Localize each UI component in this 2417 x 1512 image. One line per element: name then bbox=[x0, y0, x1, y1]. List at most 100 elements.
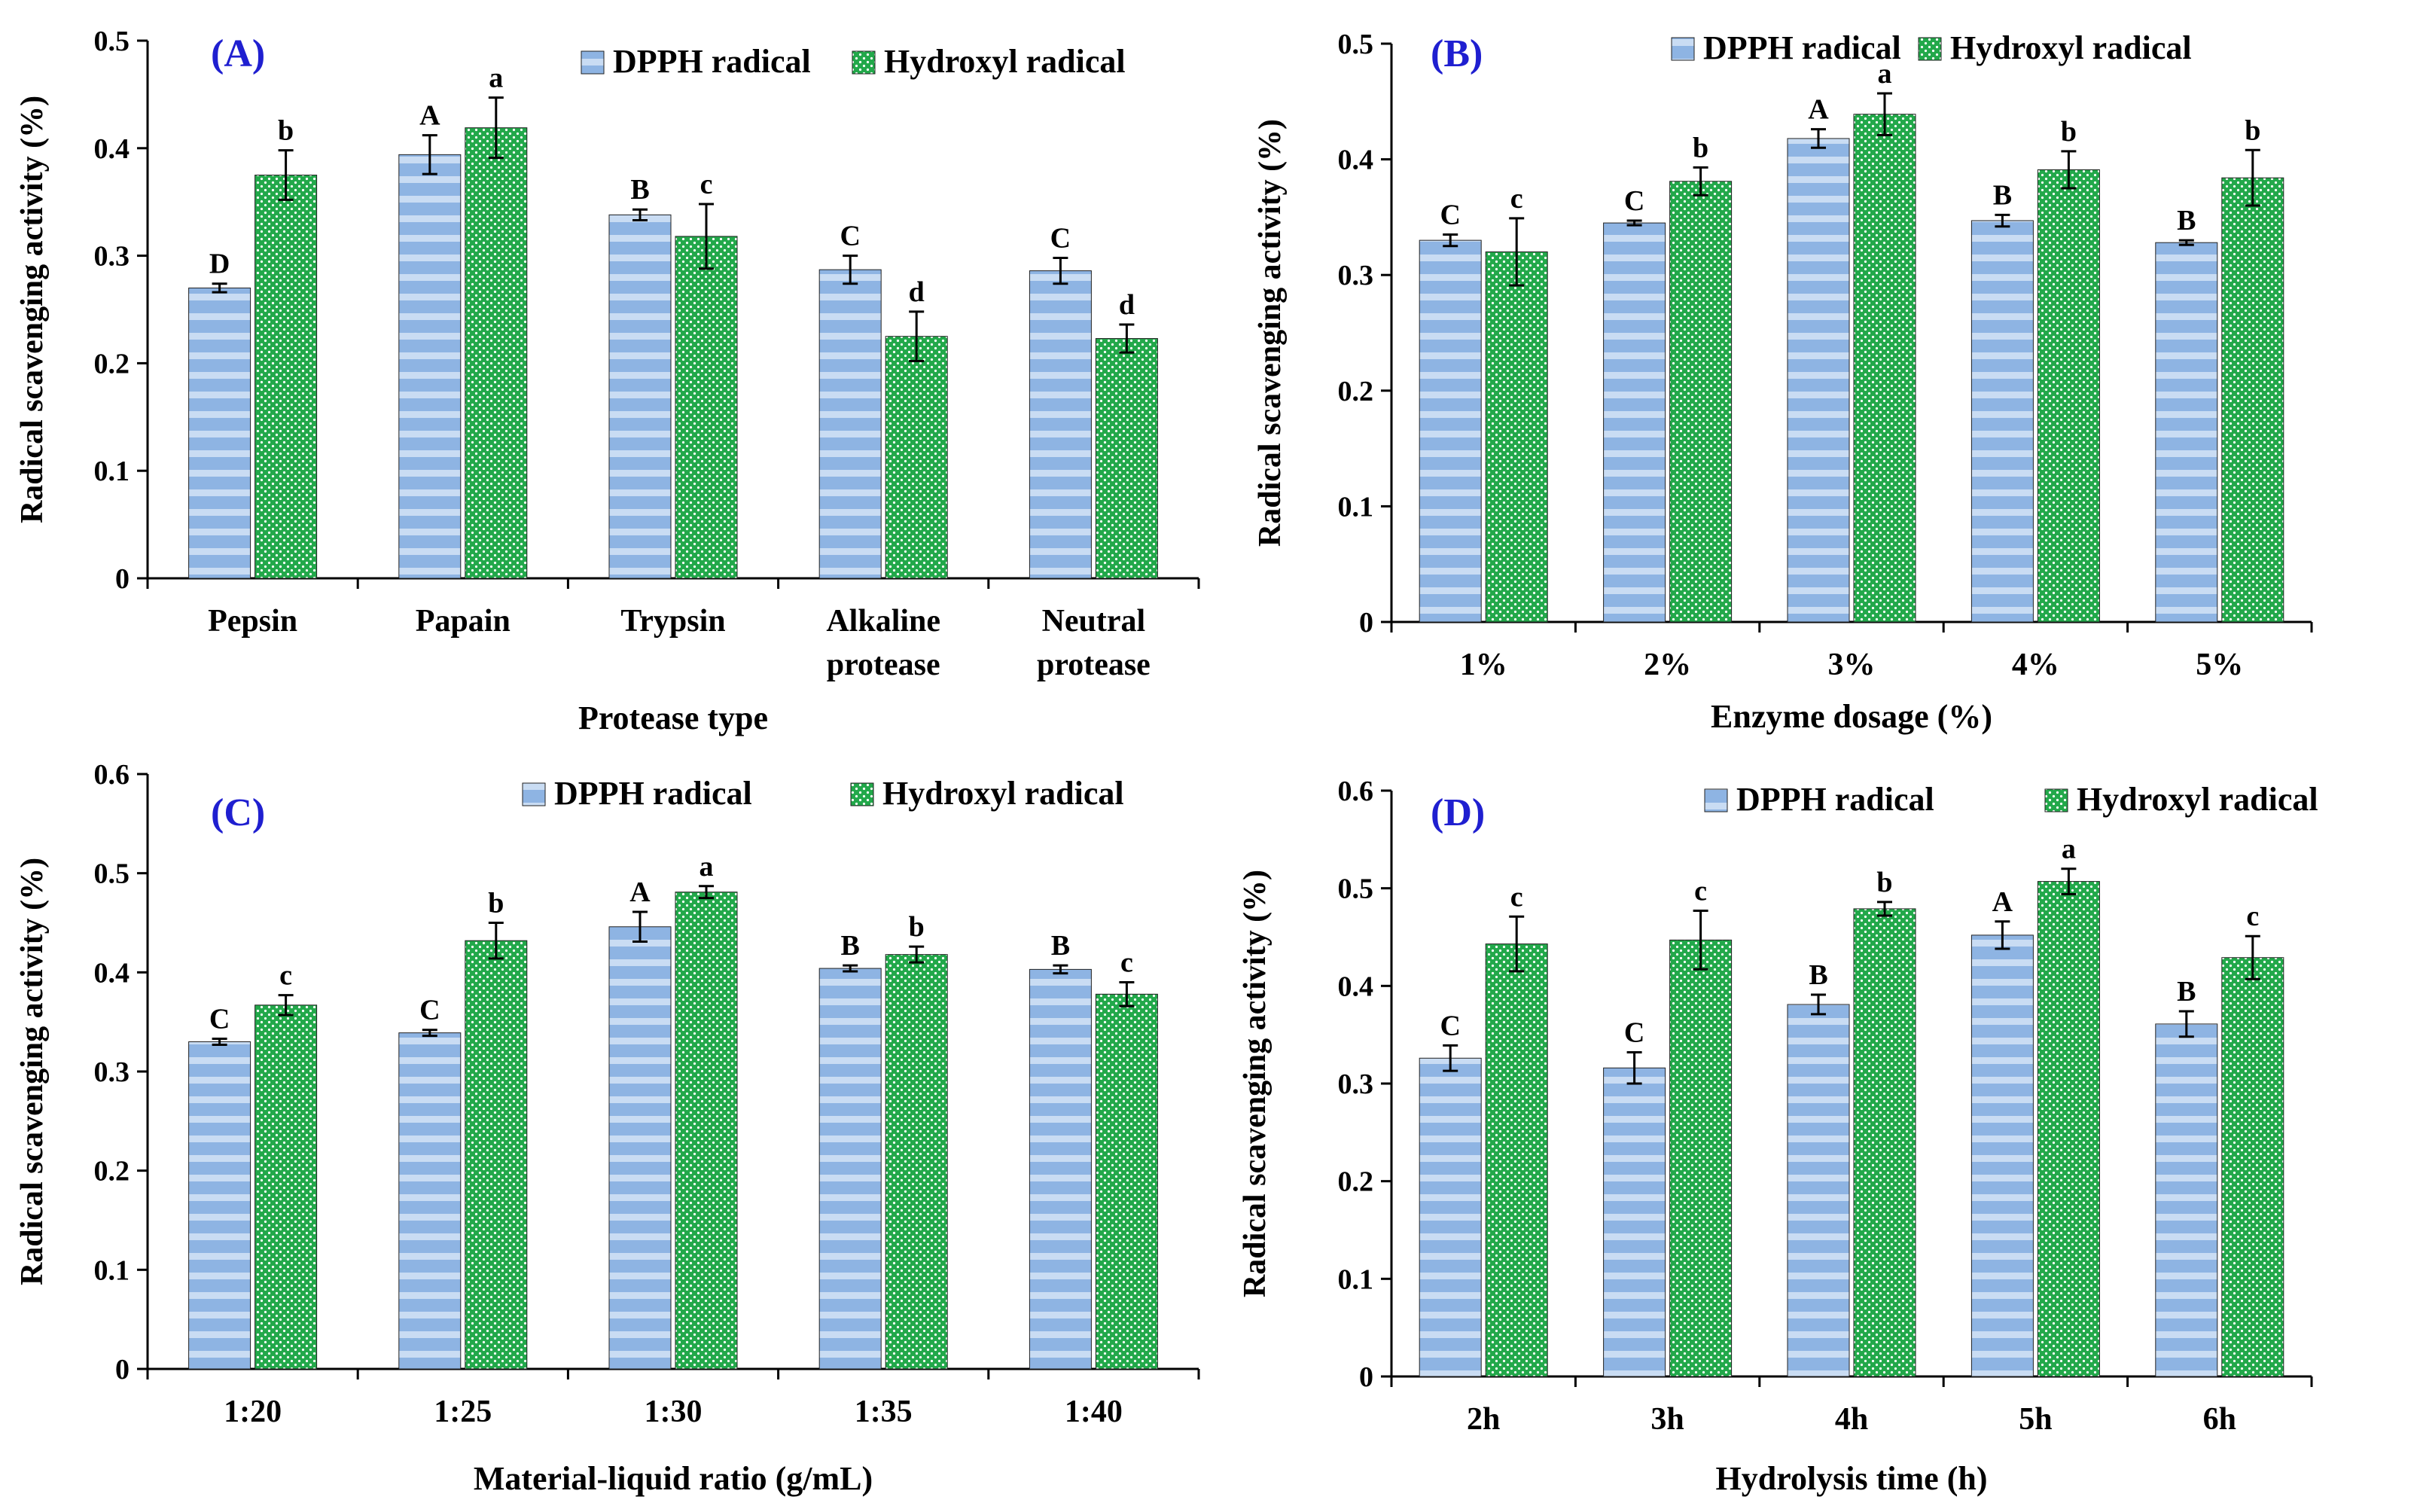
x-axis-title: Material-liquid ratio (g/mL) bbox=[474, 1460, 873, 1497]
bar-dpph bbox=[1603, 1067, 1666, 1377]
significance-letter: D bbox=[209, 248, 230, 280]
y-tick-label: 0.3 bbox=[94, 241, 130, 273]
x-tick-label: Trypsin bbox=[620, 604, 725, 639]
x-tick-label: 4% bbox=[2012, 648, 2059, 682]
x-tick-label: 5% bbox=[2196, 648, 2243, 682]
significance-letter: b bbox=[1876, 867, 1892, 898]
significance-letter: A bbox=[1808, 94, 1829, 126]
bar-hydroxyl bbox=[885, 954, 948, 1370]
bar-hydroxyl bbox=[1853, 114, 1916, 623]
significance-letter: B bbox=[630, 174, 649, 206]
legend-label-dpph: DPPH radical bbox=[613, 43, 811, 80]
x-tick-label: 5h bbox=[2019, 1402, 2052, 1437]
significance-letter: B bbox=[1809, 959, 1827, 991]
bar-hydroxyl bbox=[2221, 177, 2284, 623]
legend-swatch-hydroxyl bbox=[850, 782, 874, 806]
x-tick-label: 4h bbox=[1835, 1402, 1868, 1437]
significance-letter: c bbox=[700, 169, 713, 200]
y-tick-label: 0.3 bbox=[1338, 260, 1374, 291]
bar-hydroxyl bbox=[1485, 943, 1548, 1377]
bar-hydroxyl bbox=[1669, 939, 1733, 1377]
significance-letter: C bbox=[209, 1004, 230, 1035]
y-tick-label: 0.4 bbox=[94, 957, 130, 989]
bar-hydroxyl bbox=[675, 892, 738, 1370]
panel-label: (B) bbox=[1431, 32, 1483, 75]
significance-letter: C bbox=[1050, 222, 1071, 254]
y-tick-label: 0.5 bbox=[1338, 29, 1374, 60]
legend-label-hydroxyl: Hydroxyl radical bbox=[2077, 781, 2318, 818]
significance-letter: A bbox=[1992, 886, 2013, 918]
legend-swatch-hydroxyl bbox=[852, 50, 876, 75]
panel-label: (D) bbox=[1431, 791, 1485, 834]
y-tick-label: 0.1 bbox=[94, 1254, 130, 1286]
y-axis-title: Radical scavenging activity (%) bbox=[1238, 870, 1273, 1297]
bar-hydroxyl bbox=[465, 940, 528, 1370]
panel-1: 0 0.1 0.2 0.3 0.4 0.5 Cc 1% Cb 2% Aa 3% Bb 4% Bb 5% Enzy… bbox=[1253, 29, 2313, 735]
y-tick-label: 0.2 bbox=[94, 1156, 130, 1187]
panel-label: (A) bbox=[211, 32, 265, 75]
y-tick-label: 0.4 bbox=[1338, 145, 1374, 176]
x-tick-label: Neutral bbox=[1042, 604, 1146, 639]
significance-letter: b bbox=[278, 115, 294, 147]
y-axis-title: Radical scavenging activity (%) bbox=[15, 96, 50, 523]
significance-letter: d bbox=[1119, 289, 1135, 321]
legend-swatch-dpph bbox=[1671, 37, 1695, 61]
significance-letter: a bbox=[2062, 834, 2076, 865]
bar-hydroxyl bbox=[1485, 251, 1548, 623]
significance-letter: C bbox=[1440, 1010, 1460, 1041]
x-tick-label: 1:25 bbox=[434, 1395, 492, 1429]
y-tick-label: 0.5 bbox=[94, 26, 130, 57]
significance-letter: a bbox=[489, 62, 503, 94]
significance-letter: B bbox=[1051, 930, 1070, 962]
bar-dpph bbox=[1970, 934, 2034, 1377]
legend-label-dpph: DPPH radical bbox=[554, 775, 752, 812]
bar-dpph bbox=[1603, 222, 1666, 623]
y-tick-label: 0 bbox=[1359, 607, 1373, 639]
bar-dpph bbox=[818, 269, 882, 579]
legend-swatch-dpph bbox=[581, 50, 605, 75]
significance-letter: b bbox=[2061, 116, 2077, 148]
y-tick-label: 0 bbox=[115, 563, 130, 595]
y-tick-label: 0.5 bbox=[94, 858, 130, 890]
significance-letter: c bbox=[1694, 875, 1707, 907]
bar-dpph bbox=[1787, 1004, 1850, 1377]
bar-dpph bbox=[188, 1041, 251, 1370]
y-tick-label: 0.6 bbox=[94, 759, 130, 791]
y-tick-label: 0.5 bbox=[1338, 873, 1374, 905]
bar-hydroxyl bbox=[2037, 881, 2100, 1377]
bar-hydroxyl bbox=[255, 1004, 318, 1370]
x-tick-label: 6h bbox=[2203, 1402, 2236, 1437]
y-tick-label: 0.4 bbox=[94, 133, 130, 165]
bar-dpph bbox=[1419, 1057, 1482, 1377]
x-tick-label: 1% bbox=[1460, 648, 1507, 682]
legend-label-hydroxyl: Hydroxyl radical bbox=[1950, 29, 2192, 66]
y-tick-label: 0.1 bbox=[1338, 1264, 1374, 1295]
significance-letter: B bbox=[2177, 205, 2196, 236]
legend-swatch-dpph bbox=[1704, 788, 1728, 812]
bar-dpph bbox=[1787, 138, 1850, 623]
significance-letter: C bbox=[1440, 199, 1460, 230]
legend-label-dpph: DPPH radical bbox=[1736, 781, 1934, 818]
significance-letter: a bbox=[699, 851, 714, 883]
y-tick-label: 0.2 bbox=[94, 348, 130, 380]
significance-letter: c bbox=[2246, 901, 2259, 932]
y-axis-title: Radical scavenging activity (%) bbox=[15, 858, 50, 1285]
bar-dpph bbox=[2155, 242, 2218, 623]
bar-dpph bbox=[608, 926, 672, 1370]
bar-hydroxyl bbox=[2221, 957, 2284, 1377]
bar-dpph bbox=[188, 287, 251, 579]
x-tick-label: Pepsin bbox=[208, 604, 297, 639]
significance-letter: C bbox=[1624, 1017, 1644, 1049]
bar-hydroxyl bbox=[675, 236, 738, 579]
significance-letter: c bbox=[1510, 881, 1523, 913]
significance-letter: b bbox=[1693, 132, 1708, 163]
legend-swatch-hydroxyl bbox=[1918, 37, 1942, 61]
x-axis-title: Enzyme dosage (%) bbox=[1711, 698, 1992, 735]
x-tick-label: 1:30 bbox=[645, 1395, 703, 1429]
y-tick-label: 0.1 bbox=[1338, 491, 1374, 523]
significance-letter: c bbox=[1120, 947, 1133, 979]
x-tick-label: 1:35 bbox=[855, 1395, 913, 1429]
significance-letter: A bbox=[419, 100, 440, 132]
panel-2: 0 0.1 0.2 0.3 0.4 0.5 0.6 Cc 1:20 Cb 1:25 Aa 1:30 Bb 1… bbox=[15, 759, 1200, 1497]
